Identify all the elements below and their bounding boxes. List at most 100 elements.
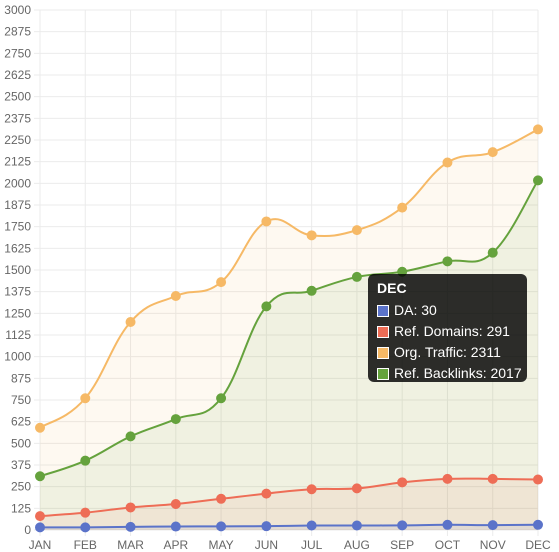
data-point-org-traffic-jan [35,422,45,433]
tooltip-swatch-da [377,304,389,317]
y-tick-label: 1500 [4,263,31,277]
tooltip-swatch-ref-backlinks [377,367,389,380]
y-tick-label: 2750 [4,46,31,60]
tooltip-value-ref-backlinks: 2017 [490,365,522,381]
tooltip-swatch-org-traffic [377,346,389,359]
data-point-da-mar [125,521,136,532]
x-tick-label: JAN [29,538,52,552]
x-tick-label: MAR [117,538,144,552]
tooltip-label-ref-backlinks: Ref. Backlinks: [394,365,487,381]
tooltip-value-da: 30 [421,302,437,318]
data-point-org-traffic-feb [80,393,91,404]
x-tick-label: AUG [344,538,370,552]
data-point-ref-domains-apr [170,499,181,509]
data-point-da-oct [442,519,453,530]
y-tick-label: 1750 [4,220,31,234]
data-point-da-may [216,521,227,532]
data-point-da-sep [397,520,408,531]
y-tick-label: 0 [24,523,31,537]
data-point-da-nov [487,520,498,531]
data-point-ref-domains-jul [306,484,317,495]
y-tick-label: 1875 [4,198,31,212]
data-point-ref-backlinks-mar [125,431,136,442]
x-tick-label: DEC [525,538,551,552]
y-tick-label: 500 [11,436,31,450]
data-point-ref-domains-feb [80,507,91,518]
y-tick-label: 1375 [4,285,31,299]
data-point-ref-domains-sep [397,477,408,488]
area-fill-ref-backlinks [40,180,538,531]
tooltip-row-org-traffic: Org. Traffic: 2311 [377,342,518,363]
data-point-da-feb [80,522,91,533]
data-point-ref-backlinks-nov [487,247,498,258]
y-tick-label: 2625 [4,68,31,82]
tooltip-row-ref-domains: Ref. Domains: 291 [377,321,518,342]
tooltip-value-org-traffic: 2311 [470,344,501,360]
y-tick-label: 3000 [4,3,31,17]
data-point-org-traffic-oct [442,157,453,168]
data-point-org-traffic-nov [487,147,498,158]
data-point-da-jul [306,520,317,531]
x-tick-label: NOV [480,538,506,552]
data-point-ref-domains-may [216,493,227,504]
x-tick-label: FEB [74,538,97,552]
x-tick-label: APR [163,538,188,552]
y-tick-label: 1625 [4,241,31,255]
y-tick-label: 2125 [4,155,31,169]
y-tick-label: 750 [11,393,31,407]
data-point-org-traffic-jul [306,230,317,241]
data-point-da-dec [533,519,543,530]
data-point-org-traffic-dec [533,124,543,135]
x-tick-label: SEP [390,538,414,552]
data-point-ref-backlinks-apr [170,414,181,425]
tooltip-label-org-traffic: Org. Traffic: [394,344,467,360]
x-tick-label: JUN [255,538,278,552]
y-tick-label: 1000 [4,350,31,364]
data-point-ref-domains-aug [351,483,362,494]
area-fill-ref-domains [40,478,538,530]
data-point-ref-domains-oct [442,473,453,484]
y-tick-label: 2250 [4,133,31,147]
data-point-org-traffic-sep [397,202,408,213]
data-point-ref-backlinks-jan [35,471,45,482]
y-tick-label: 375 [11,458,31,472]
y-tick-label: 1125 [5,328,31,342]
data-point-org-traffic-aug [351,225,362,236]
y-tick-label: 250 [11,480,31,494]
y-tick-label: 875 [11,371,31,385]
data-point-org-traffic-mar [125,317,136,327]
x-tick-label: OCT [435,538,461,552]
y-tick-label: 1250 [4,306,31,320]
data-point-ref-domains-jun [261,488,272,499]
area-fill-org-traffic [40,129,538,530]
tooltip-row-ref-backlinks: Ref. Backlinks: 2017 [377,363,522,384]
data-point-ref-backlinks-feb [80,455,91,466]
x-tick-label: MAY [209,538,234,552]
data-point-ref-domains-mar [125,502,136,513]
y-tick-label: 625 [11,415,31,429]
tooltip-swatch-ref-domains [377,325,389,338]
data-point-da-aug [351,520,362,531]
data-point-org-traffic-jun [261,216,272,227]
data-point-ref-backlinks-oct [442,256,453,267]
chart-tooltip: DEC DA: 30 Ref. Domains: 291 Org. Traffi… [368,274,527,382]
data-point-da-jan [35,522,45,533]
tooltip-title: DEC [377,280,407,296]
data-point-ref-backlinks-jun [261,301,272,312]
data-point-ref-domains-jan [35,511,45,522]
tooltip-label-ref-domains: Ref. Domains: [394,323,483,339]
data-point-ref-domains-nov [487,473,498,484]
y-tick-label: 2375 [4,111,31,125]
data-point-ref-backlinks-aug [351,271,362,282]
y-tick-label: 2875 [4,25,31,39]
y-tick-label: 2500 [4,90,31,104]
data-point-org-traffic-apr [170,291,181,301]
tooltip-row-da: DA: 30 [377,300,518,321]
y-tick-label: 2000 [4,176,31,190]
data-point-ref-backlinks-dec [533,175,543,186]
data-point-ref-domains-dec [533,474,543,485]
tooltip-label-da: DA: [394,302,418,318]
y-tick-label: 125 [11,501,31,515]
data-point-ref-backlinks-may [216,393,227,404]
